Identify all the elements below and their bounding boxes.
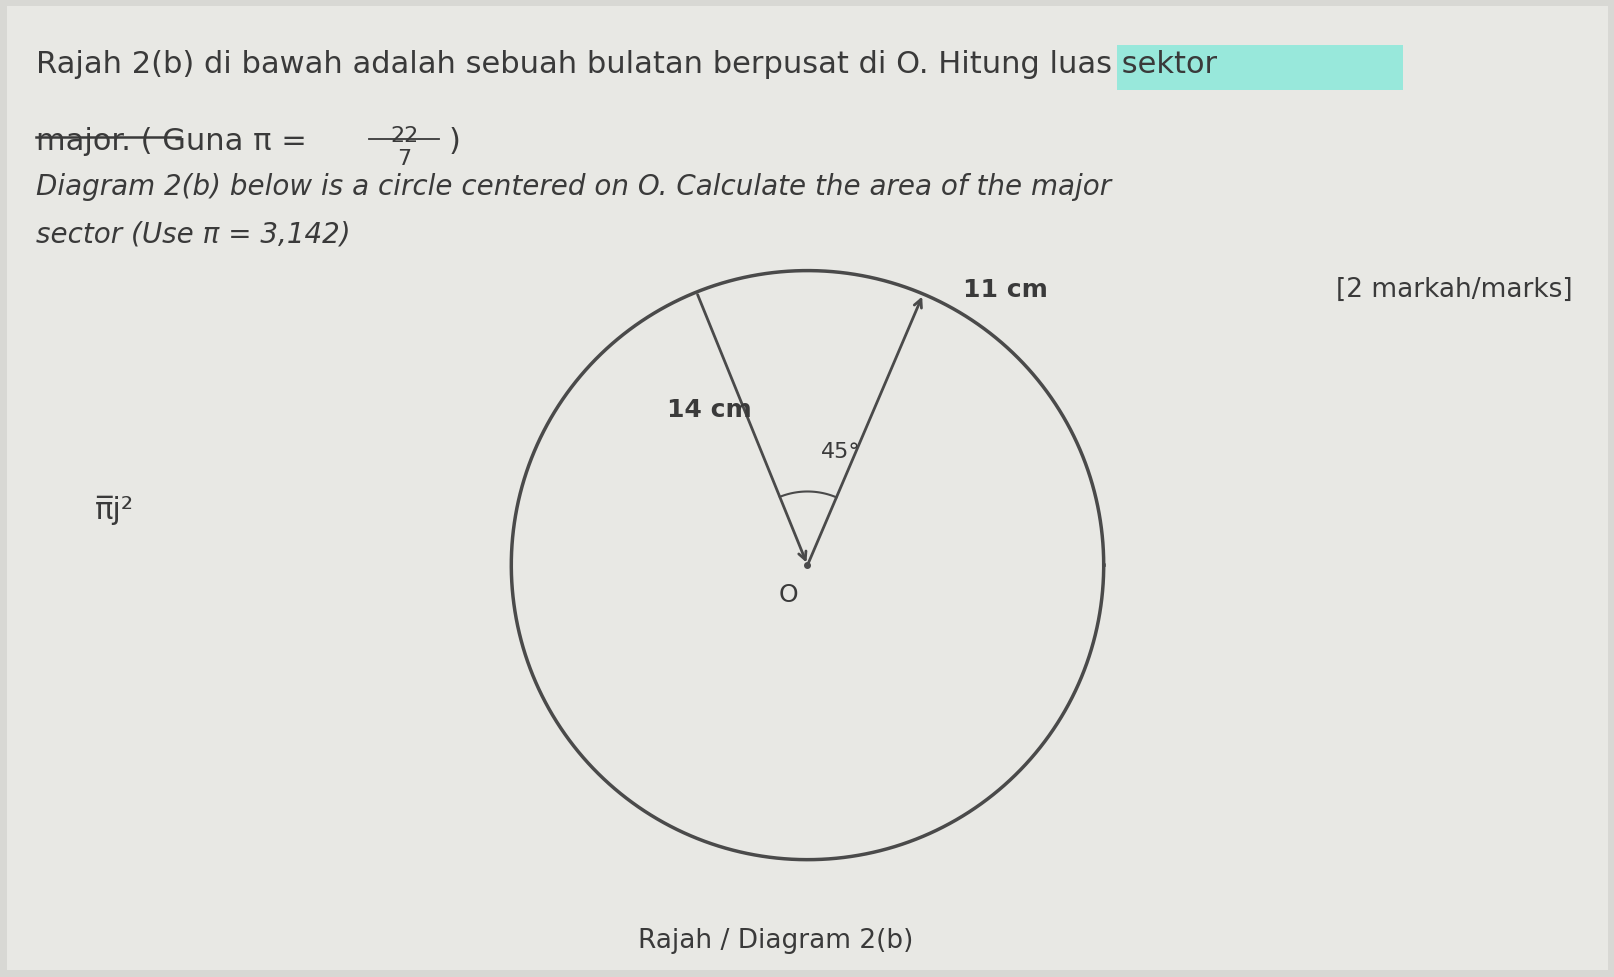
Text: 7: 7 <box>397 149 412 168</box>
Text: Rajah / Diagram 2(b): Rajah / Diagram 2(b) <box>638 927 912 954</box>
FancyBboxPatch shape <box>1115 47 1403 91</box>
Text: 22: 22 <box>389 126 418 147</box>
Text: sector (Use π = 3,142): sector (Use π = 3,142) <box>36 221 350 249</box>
Text: ): ) <box>449 127 460 156</box>
Text: major. ( Guna π =: major. ( Guna π = <box>36 127 316 156</box>
Text: O: O <box>778 583 797 607</box>
Text: Diagram 2(b) below is a circle centered on O. Calculate the area of the major: Diagram 2(b) below is a circle centered … <box>36 173 1110 200</box>
Text: [2 markah/marks]: [2 markah/marks] <box>1335 276 1572 303</box>
Text: 11 cm: 11 cm <box>962 277 1047 302</box>
Text: π̅j²: π̅j² <box>95 495 134 525</box>
Text: 14 cm: 14 cm <box>667 398 752 421</box>
Text: Rajah 2(b) di bawah adalah sebuah bulatan berpusat di O. Hitung luas sektor: Rajah 2(b) di bawah adalah sebuah bulata… <box>36 50 1215 79</box>
Text: 45°: 45° <box>822 442 860 461</box>
